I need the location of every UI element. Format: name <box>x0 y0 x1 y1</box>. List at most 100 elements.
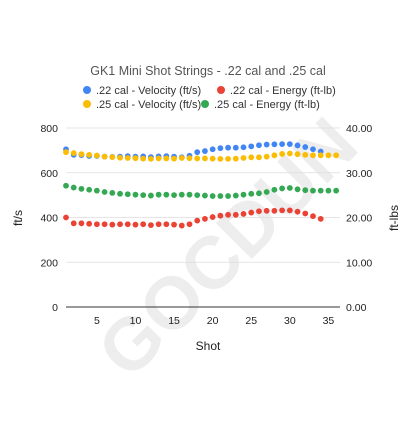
data-point <box>171 221 177 228</box>
y-axis-title: ft/s <box>11 210 25 226</box>
legend-marker <box>83 100 91 108</box>
y2-tick-label: 30.00 <box>346 168 372 180</box>
data-point <box>178 155 185 161</box>
data-point <box>186 191 193 198</box>
data-point <box>132 155 139 162</box>
legend-label: .25 cal - Velocity (ft/s) <box>96 99 201 111</box>
data-point <box>70 150 77 156</box>
data-point <box>248 143 255 150</box>
data-point <box>279 185 286 192</box>
data-point <box>202 155 208 162</box>
data-point <box>232 192 239 199</box>
data-point <box>333 152 340 159</box>
data-point <box>163 191 170 198</box>
data-point <box>163 155 170 162</box>
data-point <box>178 222 185 229</box>
data-point <box>86 220 93 227</box>
data-point <box>271 152 278 159</box>
data-point <box>194 217 201 224</box>
data-point <box>325 152 332 159</box>
legend-label: .22 cal - Energy (ft-lb) <box>230 85 336 97</box>
data-point <box>286 185 293 191</box>
data-point <box>155 221 162 228</box>
series-group <box>63 182 340 199</box>
data-point <box>109 221 116 228</box>
data-point <box>101 153 108 160</box>
legend-marker <box>201 100 209 108</box>
data-point <box>302 144 309 150</box>
data-point <box>317 215 324 222</box>
data-point <box>310 146 316 153</box>
data-point <box>225 211 231 218</box>
series-group <box>63 207 324 229</box>
x-tick-label: 5 <box>94 315 100 327</box>
data-point <box>225 193 231 199</box>
data-point <box>217 145 224 152</box>
data-point <box>209 193 216 199</box>
data-point <box>217 212 224 219</box>
y-tick-label: 200 <box>40 257 58 269</box>
data-point <box>271 207 278 214</box>
data-point <box>70 184 77 191</box>
data-point <box>140 192 147 199</box>
data-point <box>155 191 162 198</box>
data-point <box>240 191 247 198</box>
y2-axis-title: ft-lbs <box>387 205 401 231</box>
data-point <box>78 185 85 192</box>
data-point <box>209 155 216 162</box>
series-group <box>63 149 340 162</box>
data-point <box>101 189 108 195</box>
x-tick-label: 25 <box>245 315 257 327</box>
data-point <box>117 190 123 197</box>
data-point <box>271 141 278 148</box>
x-tick-label: 35 <box>323 315 335 327</box>
data-point <box>194 149 201 156</box>
data-point <box>279 151 286 157</box>
data-point <box>294 142 301 149</box>
data-point <box>124 221 131 228</box>
data-point <box>294 186 301 193</box>
data-point <box>317 187 324 194</box>
data-point <box>232 211 239 218</box>
data-point <box>217 155 224 162</box>
legend-item: .22 cal - Energy (ft-lb) <box>217 85 336 97</box>
legend: .22 cal - Velocity (ft/s) .22 cal - Energ… <box>83 85 336 111</box>
data-point <box>63 149 69 156</box>
data-point <box>310 152 316 159</box>
legend-item: .22 cal - Velocity (ft/s) <box>83 85 201 97</box>
data-point <box>163 221 170 228</box>
data-point <box>132 221 139 228</box>
data-point <box>325 187 332 194</box>
x-tick-label: 20 <box>207 315 219 327</box>
data-point <box>78 220 85 227</box>
data-point <box>294 208 301 215</box>
data-point <box>286 141 293 148</box>
data-point <box>63 182 69 189</box>
data-point <box>148 155 154 162</box>
data-point <box>217 193 224 199</box>
chart-title: GK1 Mini Shot Strings - .22 cal and .25 … <box>90 64 326 78</box>
data-point <box>333 187 340 194</box>
axis-ticks: 0 200 400 600 800 0.00 10.00 20.00 30.00 40.00 5 10… <box>40 123 372 327</box>
data-point <box>109 154 116 160</box>
data-point <box>286 207 293 214</box>
data-point <box>256 142 262 149</box>
data-point <box>279 207 286 214</box>
data-point <box>155 155 162 162</box>
data-point <box>86 151 93 158</box>
data-point <box>202 148 208 154</box>
data-point <box>240 155 247 161</box>
data-point <box>240 144 247 151</box>
x-axis-title: Shot <box>196 339 221 353</box>
data-point <box>310 213 316 220</box>
data-point <box>263 207 270 214</box>
data-point <box>194 192 201 199</box>
data-point <box>286 150 293 157</box>
data-point <box>101 221 108 228</box>
data-point <box>124 155 131 161</box>
data-point <box>202 192 208 199</box>
y-tick-label: 800 <box>40 123 58 135</box>
data-point <box>202 215 208 222</box>
data-point <box>86 186 93 193</box>
